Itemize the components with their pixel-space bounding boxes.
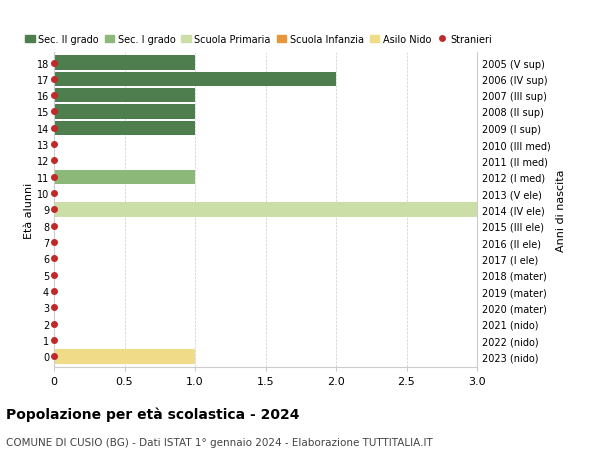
- Bar: [54, 56, 195, 71]
- Bar: [54, 121, 195, 136]
- Bar: [54, 73, 336, 87]
- Text: COMUNE DI CUSIO (BG) - Dati ISTAT 1° gennaio 2024 - Elaborazione TUTTITALIA.IT: COMUNE DI CUSIO (BG) - Dati ISTAT 1° gen…: [6, 437, 433, 447]
- Bar: [54, 105, 195, 119]
- Bar: [54, 170, 195, 185]
- Bar: [54, 349, 195, 364]
- Text: Popolazione per età scolastica - 2024: Popolazione per età scolastica - 2024: [6, 406, 299, 421]
- Legend: Sec. II grado, Sec. I grado, Scuola Primaria, Scuola Infanzia, Asilo Nido, Stran: Sec. II grado, Sec. I grado, Scuola Prim…: [25, 35, 492, 45]
- Bar: [54, 203, 477, 217]
- Bar: [54, 89, 195, 103]
- Y-axis label: Anni di nascita: Anni di nascita: [556, 169, 566, 251]
- Y-axis label: Età alunni: Età alunni: [24, 182, 34, 238]
